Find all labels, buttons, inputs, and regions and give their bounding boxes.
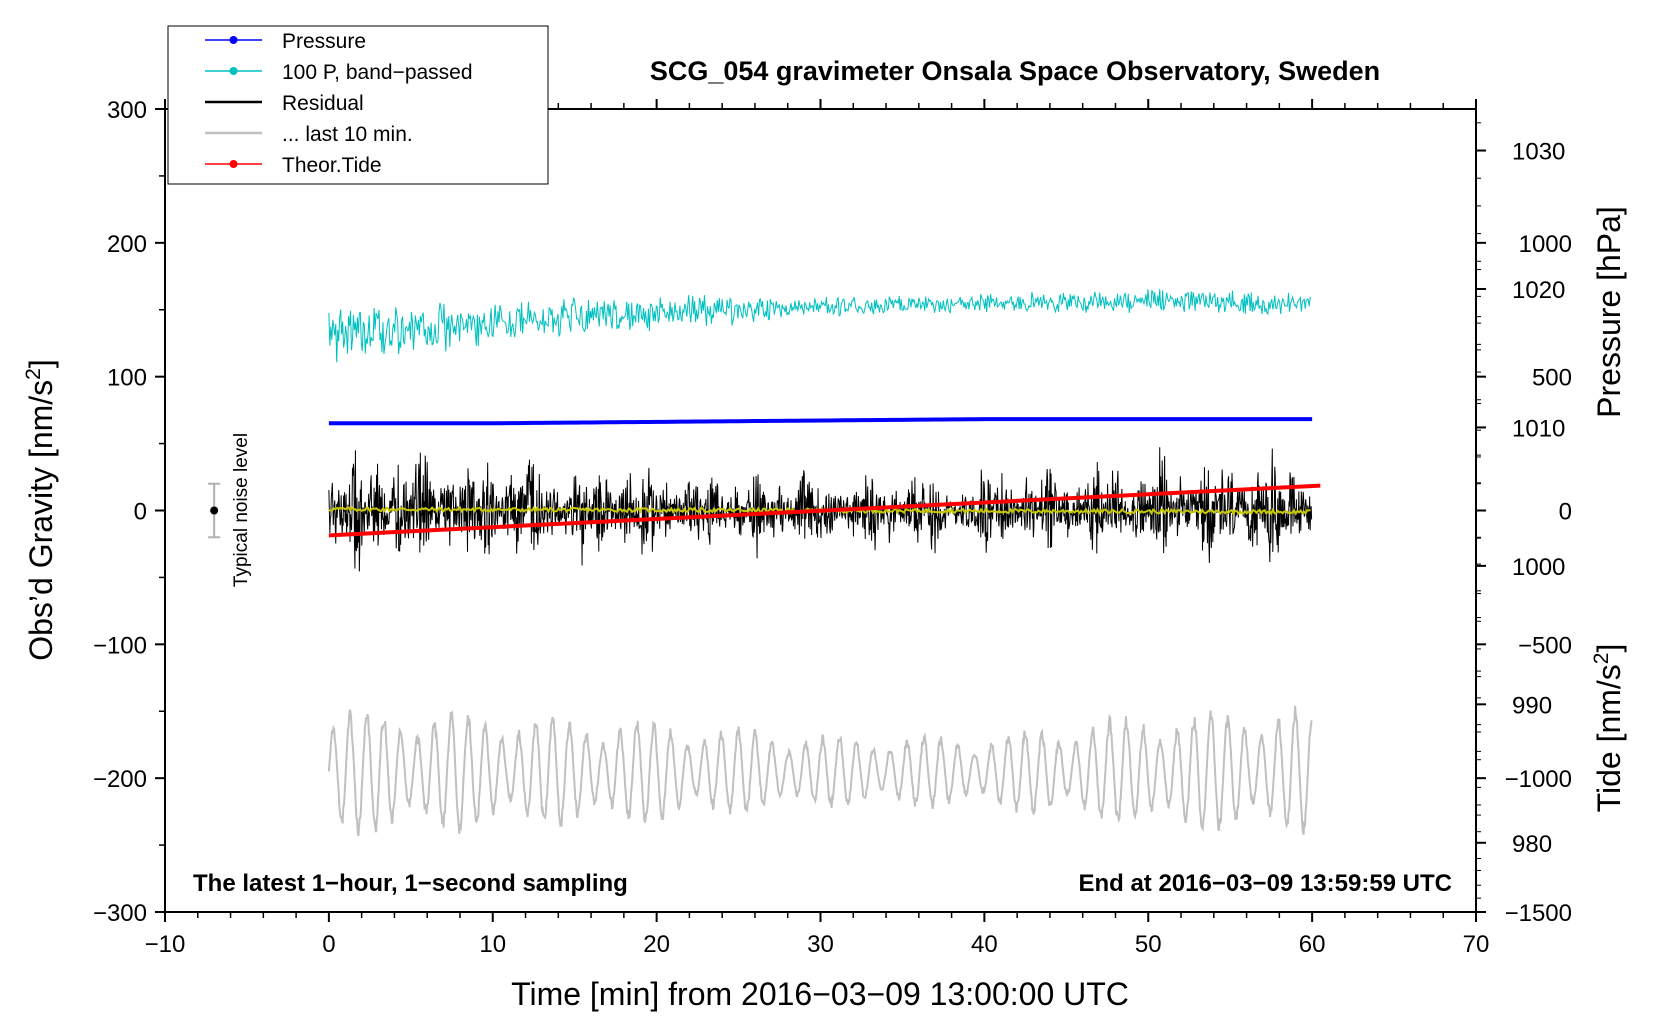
series-group: [327, 289, 1321, 837]
pressure-tick-label: 1030: [1512, 139, 1565, 166]
noise-level-label: Typical noise level: [231, 433, 252, 587]
legend-box: [167, 25, 549, 185]
y-axis-title-tide-sup: 2: [1590, 653, 1613, 665]
y-axis-title-gravity: Obs’d Gravity [nm/s2]: [22, 359, 59, 661]
legend-marker: [229, 67, 238, 75]
x-tick-label: 50: [1135, 931, 1162, 958]
tide-tick-label: −500: [1518, 632, 1572, 659]
x-axis-title: Time [min] from 2016−03−09 13:00:00 UTC: [511, 976, 1129, 1012]
series-pressure: [328, 417, 1313, 426]
y-tick-label: 300: [107, 97, 147, 124]
chart-title: SCG_054 gravimeter Onsala Space Observat…: [650, 56, 1380, 86]
series-theor-tide: [328, 483, 1321, 538]
y-tick-label: −200: [93, 766, 147, 793]
sampling-annotation: The latest 1−hour, 1−second sampling: [193, 870, 628, 897]
series-residual: [328, 447, 1313, 572]
y-axis-title-gravity-sup: 2: [22, 368, 45, 380]
legend-label: 100 P, band−passed: [282, 61, 473, 84]
pressure-tick-label: 1010: [1512, 415, 1565, 442]
tide-axis-ticks: 1000 500 0 −500 −1000 −1500: [1476, 231, 1572, 927]
x-tick-label: 10: [479, 931, 506, 958]
legend-label: Pressure: [282, 30, 366, 53]
y-axis-title-pressure: Pressure [hPa]: [1591, 206, 1627, 418]
y-axis-title-tide-end: ]: [1591, 644, 1627, 653]
legend-label: Theor.Tide: [282, 154, 382, 177]
legend: Pressure 100 P, band−passed Residual ... la…: [167, 25, 549, 185]
y-tick-label: 100: [107, 365, 147, 392]
legend-label: Residual: [282, 92, 364, 115]
y-axis-title-gravity-end: ]: [23, 359, 59, 368]
y-tick-label: 200: [107, 231, 147, 258]
end-time-annotation: End at 2016−03−09 13:59:59 UTC: [1078, 870, 1452, 897]
y-axis-title-tide: Tide [nm/s2]: [1590, 644, 1627, 813]
pressure-tick-label: 1020: [1512, 277, 1565, 304]
y-axis-title-gravity-main: Obs’d Gravity [nm/s: [23, 380, 59, 661]
x-tick-label: 70: [1463, 931, 1490, 958]
series-last-10-min: [327, 705, 1313, 837]
noise-center-dot: [210, 506, 219, 515]
x-tick-label: 60: [1299, 931, 1326, 958]
pressure-tick-label: 990: [1512, 692, 1552, 719]
x-tick-label: 30: [807, 931, 834, 958]
tide-tick-label: 1000: [1519, 231, 1572, 258]
y-tick-label: 0: [134, 499, 147, 526]
y-axis-title-tide-main: Tide [nm/s: [1591, 664, 1627, 812]
y-axis-ticks: 300 200 100 0 −100 −200 −300: [93, 97, 165, 927]
tide-tick-label: −1500: [1505, 900, 1572, 927]
tide-tick-label: 500: [1532, 365, 1572, 392]
legend-marker: [229, 160, 238, 168]
pressure-tick-label: 980: [1512, 831, 1552, 858]
x-tick-label: 0: [322, 931, 335, 958]
tide-tick-label: −1000: [1505, 766, 1572, 793]
x-tick-label: 40: [971, 931, 998, 958]
legend-marker: [229, 36, 238, 44]
pressure-tick-label: 1000: [1512, 554, 1565, 581]
series-pressure-bandpassed: [328, 289, 1312, 363]
pressure-axis-ticks: 1030 1020 1010 1000 990 980: [1476, 122, 1565, 899]
tide-tick-label: 0: [1559, 499, 1572, 526]
x-tick-label: 20: [643, 931, 670, 958]
x-axis-ticks: −10 0 10 20 30 40 50 60 70: [145, 99, 1490, 958]
y-tick-label: −100: [93, 632, 147, 659]
legend-label: ... last 10 min.: [282, 123, 413, 146]
y-tick-label: −300: [93, 900, 147, 927]
x-tick-label: −10: [145, 931, 186, 958]
noise-level-indicator: [208, 482, 221, 539]
